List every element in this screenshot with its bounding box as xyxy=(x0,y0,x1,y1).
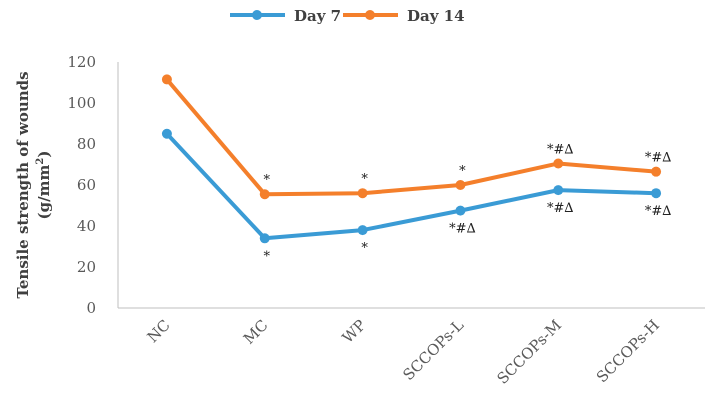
x-category-labels: NC MC WP SCCOPs-L SCCOPs-M SCCOPs-H xyxy=(144,316,663,388)
legend-marker-day14 xyxy=(365,10,375,20)
y-axis-title-line2: (g/mm2) xyxy=(35,151,53,220)
data-point xyxy=(161,128,172,139)
y-tick-labels: 0 20 40 60 80 100 120 xyxy=(67,53,96,317)
y-tick-label: 40 xyxy=(77,217,96,235)
legend-label-day14: Day 14 xyxy=(407,7,465,25)
significance-label: *#∆ xyxy=(547,201,573,216)
significance-label: * xyxy=(361,172,368,187)
y-axis-title: Tensile strength of wounds (g/mm2) xyxy=(14,71,53,298)
significance-label: * xyxy=(264,173,271,188)
y-tick-label: 20 xyxy=(77,258,96,276)
data-point xyxy=(259,189,270,200)
significance-label: *#∆ xyxy=(645,204,671,219)
series-line xyxy=(164,131,659,241)
significance-label: *#∆ xyxy=(547,142,573,157)
data-point xyxy=(553,158,564,169)
series-line xyxy=(164,77,659,197)
data-point xyxy=(259,233,270,244)
data-point xyxy=(651,188,662,199)
x-category-label: NC xyxy=(144,316,174,346)
x-category-label: SCCOPs-M xyxy=(493,316,565,388)
y-axis-title-line1: Tensile strength of wounds xyxy=(14,71,32,298)
x-category-label: SCCOPs-H xyxy=(593,316,663,386)
y-tick-label: 0 xyxy=(86,299,96,317)
data-point xyxy=(161,74,172,85)
x-category-label: MC xyxy=(240,316,272,348)
data-point xyxy=(357,188,368,199)
y-tick-label: 80 xyxy=(77,135,96,153)
legend-marker-day7 xyxy=(252,10,262,20)
x-category-label: SCCOPs-L xyxy=(399,316,467,384)
legend: Day 7 Day 14 xyxy=(230,7,465,25)
plot-area: * * *#∆ *#∆ *#∆ * * * *#∆ *#∆ xyxy=(161,74,671,264)
x-category-label: WP xyxy=(339,316,370,347)
significance-label: * xyxy=(264,249,271,264)
significance-label: * xyxy=(459,164,466,179)
data-point xyxy=(357,225,368,236)
data-point xyxy=(455,205,466,216)
y-tick-label: 100 xyxy=(67,94,96,112)
significance-label: *#∆ xyxy=(645,151,671,166)
data-point xyxy=(455,180,466,190)
data-point xyxy=(553,185,564,196)
legend-label-day7: Day 7 xyxy=(294,7,341,25)
y-tick-label: 60 xyxy=(77,176,96,194)
significance-label: *#∆ xyxy=(449,222,475,237)
data-point xyxy=(651,166,662,177)
y-tick-label: 120 xyxy=(67,53,96,71)
significance-label: * xyxy=(361,241,368,256)
